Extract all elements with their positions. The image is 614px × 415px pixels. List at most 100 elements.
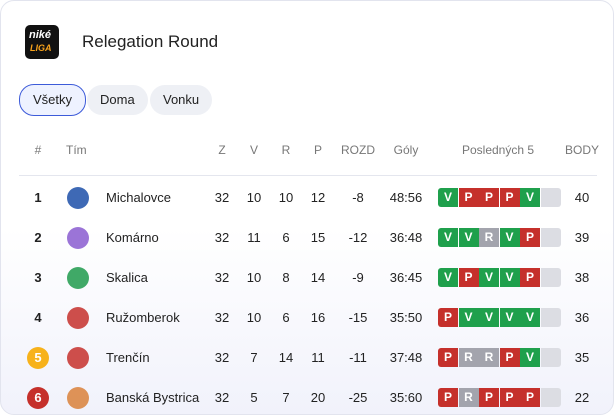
stat: 36:48 bbox=[389, 230, 423, 245]
form-pad bbox=[540, 188, 561, 207]
stat: -9 bbox=[352, 270, 364, 285]
form-result: V bbox=[499, 268, 520, 287]
team-name: Ružomberok bbox=[106, 310, 180, 325]
stat: 7 bbox=[282, 390, 290, 405]
logo: niké LIGA bbox=[25, 25, 59, 59]
form-result: V bbox=[438, 188, 458, 207]
rank: 1 bbox=[34, 190, 42, 205]
form-result: V bbox=[438, 268, 458, 287]
form-result: P bbox=[499, 188, 520, 207]
stat: 5 bbox=[250, 390, 258, 405]
logo-text: LIGA bbox=[30, 43, 52, 53]
team-name: Banská Bystrica bbox=[106, 390, 200, 405]
team-name: Komárno bbox=[106, 230, 159, 245]
stat: -11 bbox=[349, 350, 367, 365]
form-result: V bbox=[458, 228, 479, 247]
form-pad bbox=[540, 268, 561, 287]
form-result: V bbox=[438, 228, 458, 247]
column-header: Z bbox=[218, 143, 226, 157]
rank: 6 bbox=[27, 387, 49, 409]
form-result: P bbox=[438, 308, 458, 327]
column-header: ROZD bbox=[341, 143, 375, 157]
stat: 32 bbox=[214, 310, 230, 325]
stat: 7 bbox=[250, 350, 258, 365]
stat: 32 bbox=[214, 390, 230, 405]
tab[interactable]: Všetky bbox=[19, 84, 87, 116]
stat: 48:56 bbox=[389, 190, 423, 205]
logo-text: niké bbox=[29, 29, 52, 41]
column-header: Góly bbox=[393, 143, 419, 157]
stat: 6 bbox=[282, 310, 290, 325]
form-pad bbox=[540, 348, 561, 367]
form-result: V bbox=[520, 308, 540, 327]
form-result: P bbox=[499, 348, 520, 367]
team-crest bbox=[67, 227, 89, 249]
form-result: V bbox=[479, 268, 499, 287]
stat: 6 bbox=[282, 230, 290, 245]
stat: -15 bbox=[348, 310, 368, 325]
column-header: R bbox=[281, 143, 291, 157]
points: 36 bbox=[574, 310, 590, 325]
form-result: P bbox=[458, 268, 479, 287]
column-header: V bbox=[249, 143, 259, 157]
stat: 37:48 bbox=[389, 350, 423, 365]
stat: 32 bbox=[214, 190, 230, 205]
form-result: V bbox=[479, 308, 499, 327]
form-pad bbox=[540, 228, 561, 247]
points: 35 bbox=[574, 350, 590, 365]
form-result: R bbox=[458, 348, 479, 367]
form-result: V bbox=[499, 308, 520, 327]
stat: 11 bbox=[311, 350, 325, 365]
points: 39 bbox=[574, 230, 590, 245]
points: 38 bbox=[574, 270, 590, 285]
column-header: Tím bbox=[66, 143, 87, 157]
column-header: Posledných 5 bbox=[461, 143, 535, 157]
team-crest bbox=[67, 267, 89, 289]
points: 40 bbox=[574, 190, 590, 205]
rank: 3 bbox=[34, 270, 42, 285]
form-result: V bbox=[520, 348, 540, 367]
page-title: Relegation Round bbox=[82, 32, 219, 51]
form-result: P bbox=[520, 388, 540, 407]
form-pad bbox=[540, 388, 561, 407]
stat: 12 bbox=[310, 190, 326, 205]
stat: -12 bbox=[348, 230, 368, 245]
column-header: BODY bbox=[564, 143, 600, 157]
form-result: P bbox=[520, 228, 540, 247]
stat: 35:50 bbox=[389, 310, 423, 325]
form-result: R bbox=[479, 228, 499, 247]
form-result: P bbox=[458, 188, 479, 207]
tab[interactable]: Doma bbox=[87, 85, 148, 115]
form-result: V bbox=[458, 308, 479, 327]
rank: 4 bbox=[34, 310, 42, 325]
form-result: P bbox=[499, 388, 520, 407]
tab[interactable]: Vonku bbox=[150, 85, 213, 115]
stat: 35:60 bbox=[389, 390, 423, 405]
form-result: P bbox=[479, 388, 499, 407]
stat: 10 bbox=[246, 190, 262, 205]
stat: 32 bbox=[214, 230, 230, 245]
points: 22 bbox=[574, 390, 590, 405]
stat: 20 bbox=[310, 390, 326, 405]
stat: 11 bbox=[247, 230, 261, 245]
stat: 14 bbox=[278, 350, 294, 365]
stat: 36:45 bbox=[389, 270, 423, 285]
form-result: P bbox=[438, 388, 458, 407]
stat: 10 bbox=[246, 310, 262, 325]
column-header: P bbox=[313, 143, 323, 157]
form-pad bbox=[540, 308, 561, 327]
stat: 14 bbox=[310, 270, 326, 285]
form-result: P bbox=[520, 268, 540, 287]
stat: 10 bbox=[278, 190, 294, 205]
form-result: V bbox=[499, 228, 520, 247]
divider bbox=[19, 175, 597, 176]
stat: -8 bbox=[352, 190, 364, 205]
column-header: # bbox=[34, 143, 42, 157]
stat: 32 bbox=[214, 350, 230, 365]
team-name: Skalica bbox=[106, 270, 148, 285]
form-result: R bbox=[479, 348, 499, 367]
form-result: P bbox=[479, 188, 499, 207]
team-crest bbox=[67, 187, 89, 209]
form-result: P bbox=[438, 348, 458, 367]
